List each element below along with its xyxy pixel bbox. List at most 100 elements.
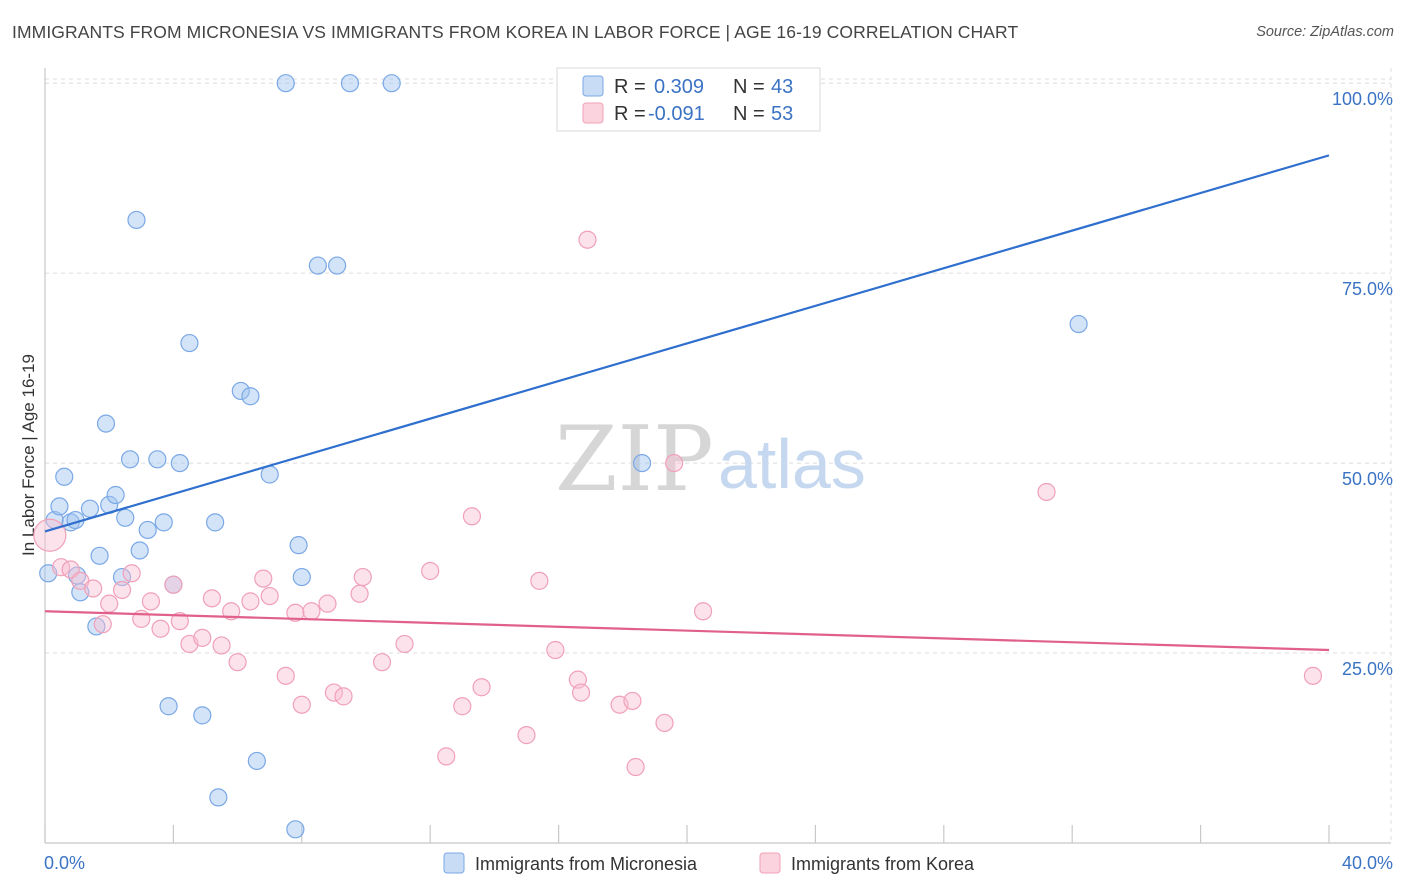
data-point-micronesia bbox=[328, 256, 347, 275]
data-point-micronesia bbox=[193, 706, 212, 725]
data-point-korea bbox=[164, 575, 183, 594]
stats-n-label: N = bbox=[733, 76, 765, 98]
data-point-korea bbox=[241, 592, 260, 611]
data-point-korea bbox=[122, 564, 141, 583]
data-point-korea bbox=[276, 666, 295, 685]
data-point-korea bbox=[151, 619, 170, 638]
data-point-micronesia bbox=[120, 450, 140, 469]
data-point-korea bbox=[112, 580, 132, 600]
data-point-micronesia bbox=[1069, 314, 1088, 334]
data-point-micronesia bbox=[96, 414, 116, 433]
y-tick-label: 25.0% bbox=[1342, 659, 1393, 679]
stats-r-value: -0.091 bbox=[648, 103, 705, 125]
data-point-korea bbox=[286, 603, 305, 622]
data-point-korea bbox=[626, 757, 645, 777]
data-point-micronesia bbox=[106, 485, 125, 505]
data-point-korea bbox=[324, 683, 343, 702]
data-point-korea bbox=[372, 653, 392, 672]
data-point-korea bbox=[334, 687, 353, 706]
data-point-micronesia bbox=[247, 751, 266, 771]
data-point-korea bbox=[84, 579, 103, 598]
data-point-korea bbox=[260, 586, 279, 606]
data-point-micronesia bbox=[112, 567, 132, 587]
data-point-korea bbox=[33, 518, 67, 552]
stats-n-label: N = bbox=[733, 103, 765, 125]
x-tick-label: 0.0% bbox=[44, 853, 85, 873]
data-point-korea bbox=[212, 636, 231, 655]
data-point-korea bbox=[693, 602, 713, 621]
data-point-korea bbox=[578, 230, 597, 249]
watermark: ZIP atlas bbox=[555, 407, 866, 512]
data-point-micronesia bbox=[308, 256, 327, 275]
legend-label-korea: Immigrants from Korea bbox=[791, 854, 975, 874]
data-point-korea bbox=[655, 713, 674, 733]
legend-swatch-korea bbox=[759, 852, 781, 874]
data-point-korea bbox=[202, 589, 222, 608]
data-point-korea bbox=[530, 571, 549, 590]
data-point-micronesia bbox=[292, 567, 311, 587]
data-point-micronesia bbox=[206, 513, 225, 532]
data-point-korea bbox=[517, 726, 536, 745]
data-point-korea bbox=[472, 678, 491, 697]
data-point-micronesia bbox=[127, 210, 146, 230]
data-point-micronesia bbox=[138, 520, 157, 540]
data-point-korea bbox=[100, 594, 119, 613]
axes bbox=[44, 68, 1391, 844]
data-point-korea bbox=[437, 747, 456, 766]
data-point-micronesia bbox=[209, 788, 228, 807]
stats-n-value: 43 bbox=[771, 76, 793, 98]
data-point-micronesia bbox=[80, 499, 100, 518]
y-axis-label: In Labor Force | Age 16-19 bbox=[19, 354, 38, 556]
stats-swatch-korea bbox=[582, 102, 604, 124]
legend-label-micronesia: Immigrants from Micronesia bbox=[475, 854, 698, 874]
data-point-micronesia bbox=[286, 820, 305, 839]
x-tick-labels: 0.0% 40.0% bbox=[44, 853, 1393, 873]
data-point-micronesia bbox=[276, 74, 295, 93]
y-tick-labels: 25.0% 50.0% 75.0% 100.0% bbox=[1332, 89, 1393, 679]
data-points bbox=[33, 74, 1323, 839]
data-point-micronesia bbox=[180, 333, 199, 353]
data-point-micronesia bbox=[632, 453, 652, 473]
data-point-micronesia bbox=[382, 74, 401, 93]
data-point-micronesia bbox=[116, 508, 135, 527]
data-point-micronesia bbox=[170, 453, 189, 473]
data-point-korea bbox=[318, 594, 337, 613]
data-point-korea bbox=[350, 584, 369, 603]
chart-title: IMMIGRANTS FROM MICRONESIA VS IMMIGRANTS… bbox=[12, 22, 1019, 42]
data-point-korea bbox=[395, 634, 414, 654]
stats-box: R = 0.309 N = 43 R = -0.091 N = 53 bbox=[556, 67, 821, 132]
data-point-micronesia bbox=[130, 541, 149, 560]
trend-lines bbox=[44, 154, 1330, 652]
data-point-micronesia bbox=[231, 381, 250, 401]
source-label: Source: ZipAtlas.com bbox=[1256, 24, 1394, 40]
data-point-korea bbox=[170, 612, 189, 631]
stats-n-value: 53 bbox=[771, 103, 793, 125]
data-point-korea bbox=[1037, 482, 1056, 502]
x-tick-label: 40.0% bbox=[1342, 853, 1393, 873]
data-point-korea bbox=[302, 602, 321, 621]
data-point-micronesia bbox=[90, 546, 109, 565]
data-point-micronesia bbox=[340, 74, 360, 93]
data-point-korea bbox=[353, 567, 372, 587]
data-point-micronesia bbox=[50, 497, 69, 516]
y-tick-label: 50.0% bbox=[1342, 469, 1393, 489]
legend: Immigrants from Micronesia Immigrants fr… bbox=[443, 852, 975, 874]
stats-r-label: R = bbox=[614, 103, 646, 125]
data-point-korea bbox=[254, 569, 273, 588]
data-point-micronesia bbox=[289, 536, 308, 555]
data-point-korea bbox=[665, 453, 684, 473]
stats-r-label: R = bbox=[614, 76, 646, 98]
y-tick-label: 100.0% bbox=[1332, 89, 1393, 109]
data-point-micronesia bbox=[159, 697, 178, 716]
data-point-korea bbox=[462, 507, 482, 526]
data-point-micronesia bbox=[55, 467, 74, 486]
legend-swatch-micronesia bbox=[443, 852, 465, 874]
y-tick-label: 75.0% bbox=[1342, 279, 1393, 299]
gridlines bbox=[45, 68, 1392, 843]
data-point-korea bbox=[93, 615, 112, 634]
data-point-korea bbox=[193, 628, 212, 647]
data-point-korea bbox=[421, 561, 440, 581]
data-point-korea bbox=[228, 653, 247, 672]
data-point-micronesia bbox=[148, 450, 167, 469]
